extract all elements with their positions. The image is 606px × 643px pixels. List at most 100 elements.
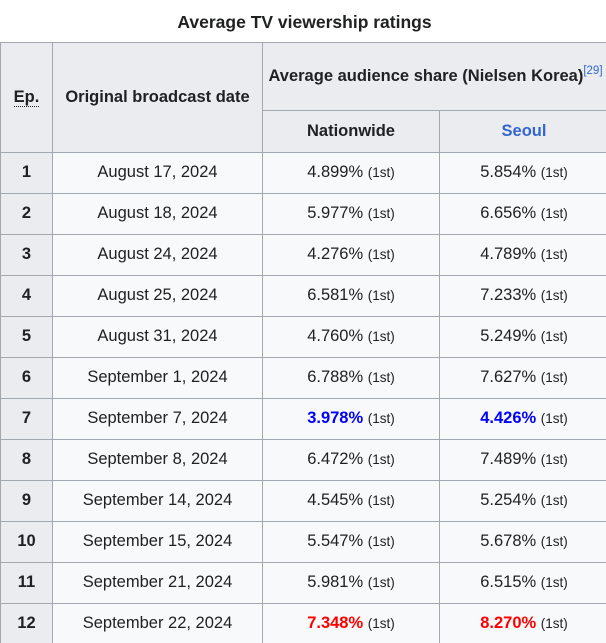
nationwide-rank-note: (1st) xyxy=(367,616,395,632)
header-nationwide: Nationwide xyxy=(262,110,440,153)
seoul-rank-note: (1st) xyxy=(540,616,568,632)
broadcast-date: September 15, 2024 xyxy=(52,521,263,563)
table-row: 1 August 17, 2024 4.899% (1st) 5.854% (1… xyxy=(0,152,606,194)
audience-share-label: Average audience share (Nielsen Korea) xyxy=(268,66,584,85)
seoul-rank-note: (1st) xyxy=(540,575,568,591)
table-row: 4 August 25, 2024 6.581% (1st) 7.233% (1… xyxy=(0,275,606,317)
seoul-rating-value: 4.789% xyxy=(480,245,537,264)
episode-number: 9 xyxy=(0,480,53,522)
broadcast-date: September 22, 2024 xyxy=(52,603,263,643)
broadcast-date: September 8, 2024 xyxy=(52,439,263,481)
nationwide-rating-value: 5.977% xyxy=(307,204,364,223)
seoul-rating-value: 7.489% xyxy=(480,450,537,469)
header-audience-share-group: Average audience share (Nielsen Korea)[2… xyxy=(261,42,606,111)
table-row: 5 August 31, 2024 4.760% (1st) 5.249% (1… xyxy=(0,316,606,358)
seoul-rating-cell: 7.489% (1st) xyxy=(438,439,606,481)
table-caption: Average TV viewership ratings xyxy=(0,0,606,42)
broadcast-date: August 25, 2024 xyxy=(52,275,263,317)
seoul-rating-cell: 5.854% (1st) xyxy=(438,152,606,194)
nationwide-rank-note: (1st) xyxy=(367,206,395,222)
reference-link[interactable]: [29] xyxy=(583,65,603,78)
nationwide-rank-note: (1st) xyxy=(367,329,395,345)
nationwide-rating-value: 4.899% xyxy=(307,163,364,182)
nationwide-rank-note: (1st) xyxy=(367,534,395,550)
nationwide-rank-note: (1st) xyxy=(367,575,395,591)
seoul-rating-cell: 4.789% (1st) xyxy=(438,234,606,276)
seoul-rating-cell: 8.270% (1st) xyxy=(438,603,606,643)
broadcast-date: September 1, 2024 xyxy=(52,357,263,399)
episode-number: 8 xyxy=(0,439,53,481)
nationwide-rating-value: 4.545% xyxy=(307,491,364,510)
episode-number: 5 xyxy=(0,316,53,358)
episode-number: 11 xyxy=(0,562,53,604)
seoul-rating-cell: 7.233% (1st) xyxy=(438,275,606,317)
nationwide-rating-cell: 3.978% (1st) xyxy=(262,398,440,440)
nationwide-rating-cell: 4.899% (1st) xyxy=(262,152,440,194)
seoul-rating-value: 4.426% xyxy=(480,409,537,428)
table-row: 2 August 18, 2024 5.977% (1st) 6.656% (1… xyxy=(0,193,606,235)
nationwide-rating-value: 5.981% xyxy=(307,573,364,592)
nationwide-rank-note: (1st) xyxy=(367,165,395,181)
seoul-rank-note: (1st) xyxy=(540,534,568,550)
nationwide-rank-note: (1st) xyxy=(367,288,395,304)
seoul-rank-note: (1st) xyxy=(540,165,568,181)
broadcast-date: August 17, 2024 xyxy=(52,152,263,194)
seoul-rating-value: 7.233% xyxy=(480,286,537,305)
nationwide-rating-value: 4.276% xyxy=(307,245,364,264)
episode-number: 3 xyxy=(0,234,53,276)
seoul-rating-cell: 5.254% (1st) xyxy=(438,480,606,522)
seoul-rating-value: 5.854% xyxy=(480,163,537,182)
nationwide-rating-value: 6.472% xyxy=(307,450,364,469)
table-row: 8 September 8, 2024 6.472% (1st) 7.489% … xyxy=(0,439,606,481)
nationwide-rank-note: (1st) xyxy=(367,247,395,263)
header-broadcast-date: Original broadcast date xyxy=(52,42,263,153)
table-row: 6 September 1, 2024 6.788% (1st) 7.627% … xyxy=(0,357,606,399)
broadcast-date: September 7, 2024 xyxy=(52,398,263,440)
episode-number: 4 xyxy=(0,275,53,317)
nationwide-rank-note: (1st) xyxy=(367,370,395,386)
nationwide-rating-value: 6.581% xyxy=(307,286,364,305)
episode-abbr: Ep. xyxy=(13,87,40,107)
episode-number: 7 xyxy=(0,398,53,440)
episode-number: 2 xyxy=(0,193,53,235)
seoul-rating-value: 5.254% xyxy=(480,491,537,510)
nationwide-rating-value: 7.348% xyxy=(307,614,364,633)
seoul-rank-note: (1st) xyxy=(540,493,568,509)
seoul-rating-value: 7.627% xyxy=(480,368,537,387)
seoul-rating-cell: 5.678% (1st) xyxy=(438,521,606,563)
table-row: 9 September 14, 2024 4.545% (1st) 5.254%… xyxy=(0,480,606,522)
broadcast-date: August 18, 2024 xyxy=(52,193,263,235)
nationwide-rating-cell: 5.977% (1st) xyxy=(262,193,440,235)
broadcast-date: September 14, 2024 xyxy=(52,480,263,522)
table-row: 11 September 21, 2024 5.981% (1st) 6.515… xyxy=(0,562,606,604)
nationwide-rating-value: 3.978% xyxy=(307,409,364,428)
nationwide-rank-note: (1st) xyxy=(367,411,395,427)
episode-number: 12 xyxy=(0,603,53,643)
seoul-link[interactable]: Seoul xyxy=(501,121,547,140)
nationwide-rating-value: 6.788% xyxy=(307,368,364,387)
nationwide-rating-cell: 7.348% (1st) xyxy=(262,603,440,643)
table-body: 1 August 17, 2024 4.899% (1st) 5.854% (1… xyxy=(0,152,606,643)
broadcast-date: September 21, 2024 xyxy=(52,562,263,604)
seoul-rank-note: (1st) xyxy=(540,288,568,304)
seoul-rank-note: (1st) xyxy=(540,247,568,263)
seoul-rank-note: (1st) xyxy=(540,329,568,345)
seoul-rating-value: 6.656% xyxy=(480,204,537,223)
broadcast-date: August 31, 2024 xyxy=(52,316,263,358)
episode-number: 10 xyxy=(0,521,53,563)
seoul-rating-cell: 6.656% (1st) xyxy=(438,193,606,235)
nationwide-rating-value: 4.760% xyxy=(307,327,364,346)
seoul-rank-note: (1st) xyxy=(540,370,568,386)
seoul-rank-note: (1st) xyxy=(540,411,568,427)
nationwide-rating-cell: 6.788% (1st) xyxy=(262,357,440,399)
episode-number: 1 xyxy=(0,152,53,194)
table-row: 7 September 7, 2024 3.978% (1st) 4.426% … xyxy=(0,398,606,440)
header-row-main: Ep. Original broadcast date Average audi… xyxy=(0,42,606,153)
nationwide-rating-cell: 4.545% (1st) xyxy=(262,480,440,522)
broadcast-date: August 24, 2024 xyxy=(52,234,263,276)
seoul-rating-cell: 4.426% (1st) xyxy=(438,398,606,440)
seoul-rating-value: 5.249% xyxy=(480,327,537,346)
seoul-rating-cell: 7.627% (1st) xyxy=(438,357,606,399)
